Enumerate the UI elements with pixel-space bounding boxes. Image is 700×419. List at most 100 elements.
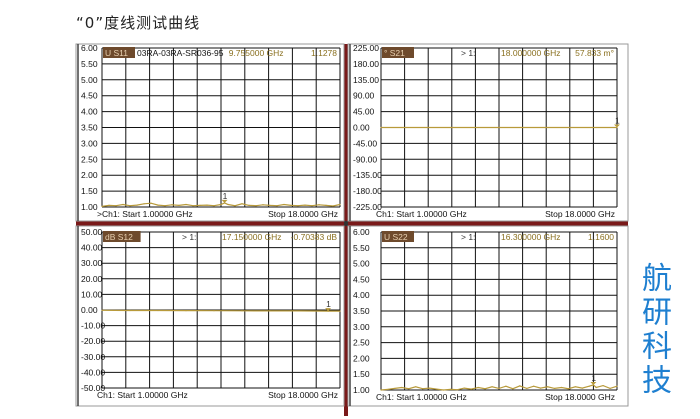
trace-point [311, 205, 313, 207]
trace-point [415, 386, 417, 388]
trace-label: U S22 [384, 232, 408, 242]
marker-frequency: 16.300000 GHz [501, 232, 561, 242]
y-tick-label: 135.00 [353, 75, 379, 85]
trace-point [241, 310, 243, 312]
trace-point [456, 389, 458, 391]
marker-value: -0.70383 dB [291, 232, 338, 242]
trace-point [477, 386, 479, 389]
y-tick-label: -180.00 [353, 186, 382, 196]
trace-point [213, 310, 215, 312]
y-tick-label: 30.00 [81, 258, 103, 268]
trace-point [192, 205, 194, 207]
y-tick-label: 2.50 [353, 338, 370, 348]
y-tick-label: 2.50 [81, 154, 98, 164]
footer-stop: Stop 18.0000 GHz [268, 390, 338, 400]
footer-stop: Stop 18.0000 GHz [545, 209, 615, 219]
marker-frequency: 9.755000 GHz [229, 48, 284, 58]
marker-number: 1 [223, 191, 228, 201]
trace-point [449, 388, 452, 390]
marker-number: 1 [591, 373, 596, 383]
trace-point [498, 387, 500, 390]
trace-point [290, 204, 292, 207]
marker-frequency: 18.000000 GHz [501, 48, 561, 58]
trace-point [588, 385, 590, 387]
trace-badge [382, 231, 414, 242]
trace-point [380, 126, 382, 129]
trace-point [519, 385, 521, 387]
y-tick-label: 10.00 [81, 289, 103, 299]
horizontal-separator [76, 221, 628, 226]
trace-point [422, 388, 424, 390]
trace-point [470, 388, 472, 390]
y-tick-label: 3.00 [353, 322, 370, 332]
y-tick-label: 1.00 [81, 202, 98, 212]
trace-point [581, 387, 583, 389]
marker-value: 1.1278 [311, 48, 337, 58]
trace-point [276, 205, 278, 207]
trace-point [484, 388, 486, 390]
y-tick-label: 5.50 [353, 243, 370, 253]
trace-point [157, 309, 159, 312]
y-tick-label: 225.00 [353, 43, 379, 53]
trace-point [442, 389, 445, 391]
trace-point [526, 387, 528, 390]
y-tick-label: 5.50 [81, 59, 98, 69]
y-tick-label: 2.00 [81, 170, 98, 180]
trace-label: dB S12 [105, 232, 133, 242]
trace-point [206, 204, 208, 206]
trace-badge [103, 231, 141, 242]
y-tick-label: 1.00 [353, 385, 370, 395]
trace-point [164, 205, 166, 207]
trace-point [574, 386, 576, 388]
trace-line [380, 384, 618, 391]
trace-point [560, 386, 563, 389]
trace-point [129, 309, 131, 312]
y-tick-label: 4.50 [81, 91, 98, 101]
trace-point [171, 204, 173, 206]
trace-point [512, 388, 514, 390]
trace-point [401, 386, 403, 389]
trace-badge [103, 47, 135, 58]
trace-point [213, 205, 215, 207]
trace-point [533, 385, 535, 387]
trace-point [297, 205, 299, 207]
chart-panel-3: 50.00 40.00 30.00 20.00 10.00 0.00 -10.00 -20.0… [75, 225, 345, 407]
y-tick-label: 45.00 [353, 107, 375, 117]
marker-prefix: > 1: [461, 48, 475, 58]
trace-point [269, 310, 271, 312]
y-tick-label: 1.50 [81, 186, 98, 196]
panel-frame [347, 225, 629, 407]
y-tick-label: 0.00 [353, 123, 370, 133]
trace-point [150, 202, 152, 204]
trace-point [435, 388, 438, 390]
y-tick-label: -90.00 [353, 154, 377, 164]
trace-point [248, 204, 250, 207]
y-tick-label: 50.00 [81, 227, 103, 237]
trace-point [428, 387, 431, 389]
trace-point [325, 204, 327, 207]
trace-point [546, 386, 549, 388]
y-tick-label: -40.00 [81, 367, 105, 377]
marker-value: 57.833 m° [575, 48, 614, 58]
chart-panel-4: 6.00 5.50 5.00 4.50 4.00 3.50 3.00 2.50 2.00 1.50… [347, 225, 629, 407]
y-tick-label: 2.00 [353, 353, 370, 363]
trace-point [143, 203, 145, 205]
marker-value: 1.1600 [588, 232, 614, 242]
trace-title: 03RA-03RA-SR036-95 [137, 48, 224, 58]
trace-point [255, 205, 257, 207]
trace-point [234, 205, 236, 207]
trace-point [185, 310, 187, 312]
marker-prefix: > 1: [182, 232, 196, 242]
y-tick-label: -10.00 [81, 321, 105, 331]
trace-point [332, 205, 334, 207]
y-tick-label: -135.00 [353, 170, 382, 180]
y-tick-label: 4.50 [353, 274, 370, 284]
trace-line [101, 202, 341, 207]
trace-point [122, 203, 124, 206]
trace-point [540, 387, 542, 389]
trace-point [157, 204, 159, 206]
panel-frame [347, 43, 629, 222]
y-tick-label: -30.00 [81, 352, 105, 362]
marker-triangle [614, 124, 620, 128]
